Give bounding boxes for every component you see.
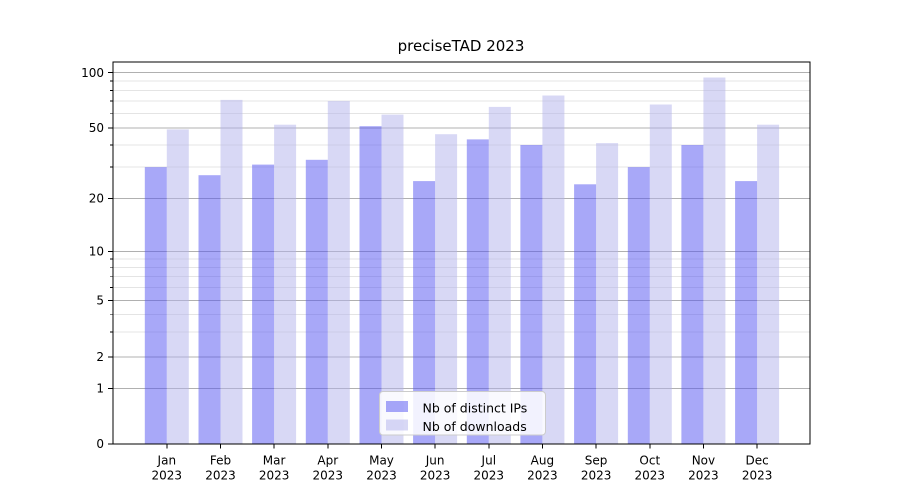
x-tick-label-year-apr: 2023	[313, 469, 344, 483]
y-tick-label-2: 2	[96, 350, 104, 364]
x-tick-label-year-nov: 2023	[688, 469, 719, 483]
bar-downloads-feb	[220, 99, 243, 445]
x-tick-label-year-oct: 2023	[635, 469, 666, 483]
x-tick-label-year-feb: 2023	[205, 469, 236, 483]
x-tick-label-month-feb: Feb	[210, 454, 231, 468]
x-tick-label-year-sep: 2023	[581, 469, 612, 483]
bar-distinct-ips-jul	[466, 139, 489, 444]
legend-swatch-downloads	[386, 419, 408, 431]
bar-distinct-ips-aug	[520, 145, 543, 444]
x-tick-label-month-jun: Jun	[425, 454, 445, 468]
y-tick-label-50: 50	[89, 121, 104, 135]
bar-downloads-jul	[488, 106, 511, 445]
bar-distinct-ips-feb	[198, 175, 221, 444]
bar-downloads-nov	[703, 77, 726, 444]
legend-label-downloads: Nb of downloads	[423, 419, 527, 434]
x-tick-label-month-may: May	[369, 454, 394, 468]
bar-downloads-jan	[166, 129, 189, 444]
bar-downloads-apr	[327, 101, 350, 444]
x-tick-label-month-jan: Jan	[157, 454, 177, 468]
bar-distinct-ips-apr	[305, 159, 328, 445]
bar-downloads-may	[381, 114, 404, 444]
x-tick-label-month-nov: Nov	[692, 454, 715, 468]
bar-downloads-sep	[596, 143, 619, 444]
y-tick-label-10: 10	[89, 245, 104, 259]
legend: Nb of distinct IPs Nb of downloads	[379, 391, 546, 436]
x-tick-label-year-dec: 2023	[742, 469, 773, 483]
bar-distinct-ips-jun	[413, 181, 436, 444]
bar-distinct-ips-mar	[252, 164, 275, 444]
y-tick-label-0: 0	[96, 437, 104, 451]
y-tick-label-100: 100	[81, 66, 104, 80]
x-tick-label-month-aug: Aug	[531, 454, 554, 468]
bar-distinct-ips-dec	[735, 181, 758, 444]
bars-group	[144, 77, 780, 445]
legend-label-distinct-ips: Nb of distinct IPs	[423, 400, 528, 415]
legend-box	[379, 391, 546, 436]
x-tick-label-year-may: 2023	[366, 469, 397, 483]
bar-distinct-ips-jan	[144, 167, 167, 444]
bar-downloads-aug	[542, 95, 565, 444]
y-tick-label-5: 5	[96, 294, 104, 308]
bar-downloads-jun	[435, 134, 458, 444]
x-tick-label-year-jun: 2023	[420, 469, 451, 483]
x-tick-label-month-jul: Jul	[481, 454, 496, 468]
x-tick-label-year-jan: 2023	[152, 469, 183, 483]
y-tick-label-20: 20	[89, 192, 104, 206]
bar-distinct-ips-sep	[574, 184, 597, 445]
x-tick-label-month-apr: Apr	[317, 454, 338, 468]
bar-distinct-ips-nov	[681, 145, 704, 444]
x-tick-label-month-dec: Dec	[745, 454, 768, 468]
y-tick-label-1: 1	[96, 382, 104, 396]
legend-swatch-distinct-ips	[386, 401, 408, 412]
bar-distinct-ips-may	[359, 126, 382, 444]
x-tick-label-month-oct: Oct	[639, 454, 660, 468]
x-tick-label-year-mar: 2023	[259, 469, 290, 483]
bar-downloads-dec	[757, 124, 780, 444]
axes-ticks-and-labels: 0125102050100Jan2023Feb2023Mar2023Apr202…	[81, 66, 772, 483]
plot-border	[112, 61, 811, 445]
x-tick-label-month-mar: Mar	[263, 454, 286, 468]
bar-distinct-ips-oct	[627, 167, 650, 444]
x-tick-label-year-aug: 2023	[527, 469, 558, 483]
bar-downloads-mar	[274, 124, 297, 444]
x-tick-label-month-sep: Sep	[585, 454, 608, 468]
chart-title: preciseTAD 2023	[398, 37, 525, 55]
x-tick-label-year-jul: 2023	[474, 469, 505, 483]
bar-downloads-oct	[649, 104, 672, 444]
